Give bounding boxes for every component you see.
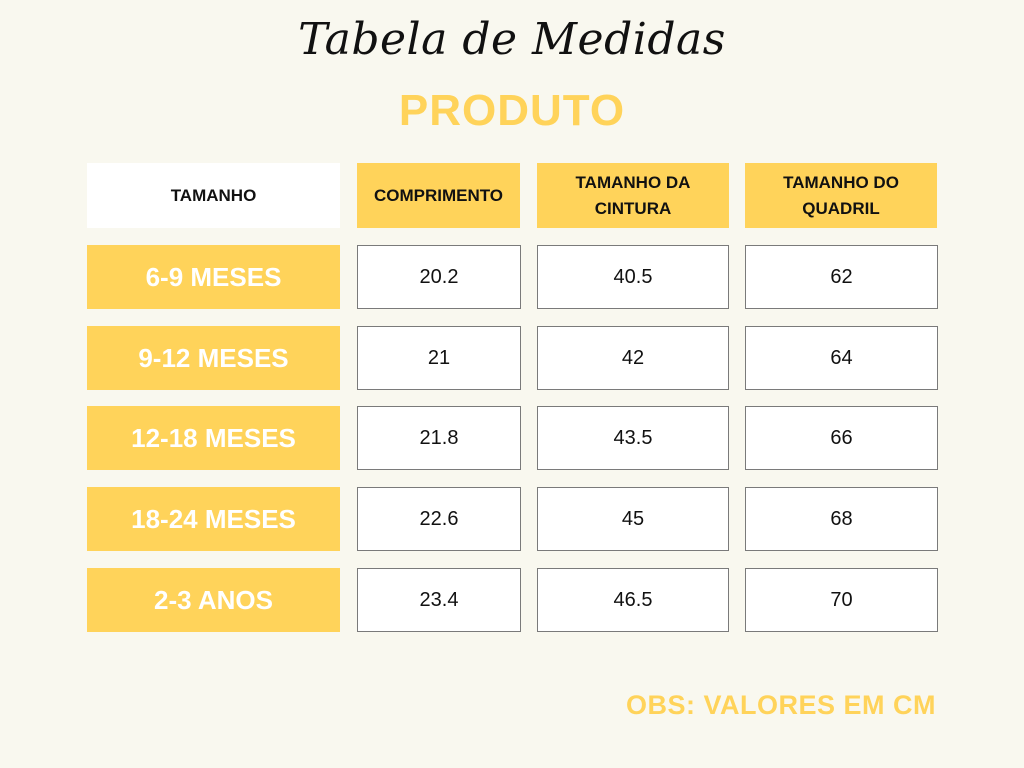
cintura-cell: 45 — [537, 487, 729, 551]
cintura-cell: 43.5 — [537, 406, 729, 470]
comprimento-cell: 21.8 — [357, 406, 521, 470]
cintura-cell: 40.5 — [537, 245, 729, 309]
page-subtitle: PRODUTO — [398, 86, 626, 135]
cintura-cell: 42 — [537, 326, 729, 390]
quadril-cell: 62 — [745, 245, 938, 309]
quadril-cell: 70 — [745, 568, 938, 632]
quadril-cell: 68 — [745, 487, 938, 551]
header-quadril: TAMANHO DO QUADRIL — [745, 163, 937, 228]
size-cell: 9-12 MESES — [87, 326, 340, 390]
header-tamanho: TAMANHO — [87, 163, 340, 228]
header-comprimento: COMPRIMENTO — [357, 163, 520, 228]
cintura-cell: 46.5 — [537, 568, 729, 632]
units-note: OBS: VALORES EM CM — [626, 690, 937, 720]
comprimento-cell: 20.2 — [357, 245, 521, 309]
comprimento-cell: 23.4 — [357, 568, 521, 632]
quadril-cell: 64 — [745, 326, 938, 390]
quadril-cell: 66 — [745, 406, 938, 470]
comprimento-cell: 21 — [357, 326, 521, 390]
size-cell: 6-9 MESES — [87, 245, 340, 309]
header-cintura: TAMANHO DA CINTURA — [537, 163, 729, 228]
comprimento-cell: 22.6 — [357, 487, 521, 551]
page-title: Tabela de Medidas — [298, 14, 726, 65]
size-cell: 2-3 ANOS — [87, 568, 340, 632]
size-cell: 12-18 MESES — [87, 406, 340, 470]
size-cell: 18-24 MESES — [87, 487, 340, 551]
